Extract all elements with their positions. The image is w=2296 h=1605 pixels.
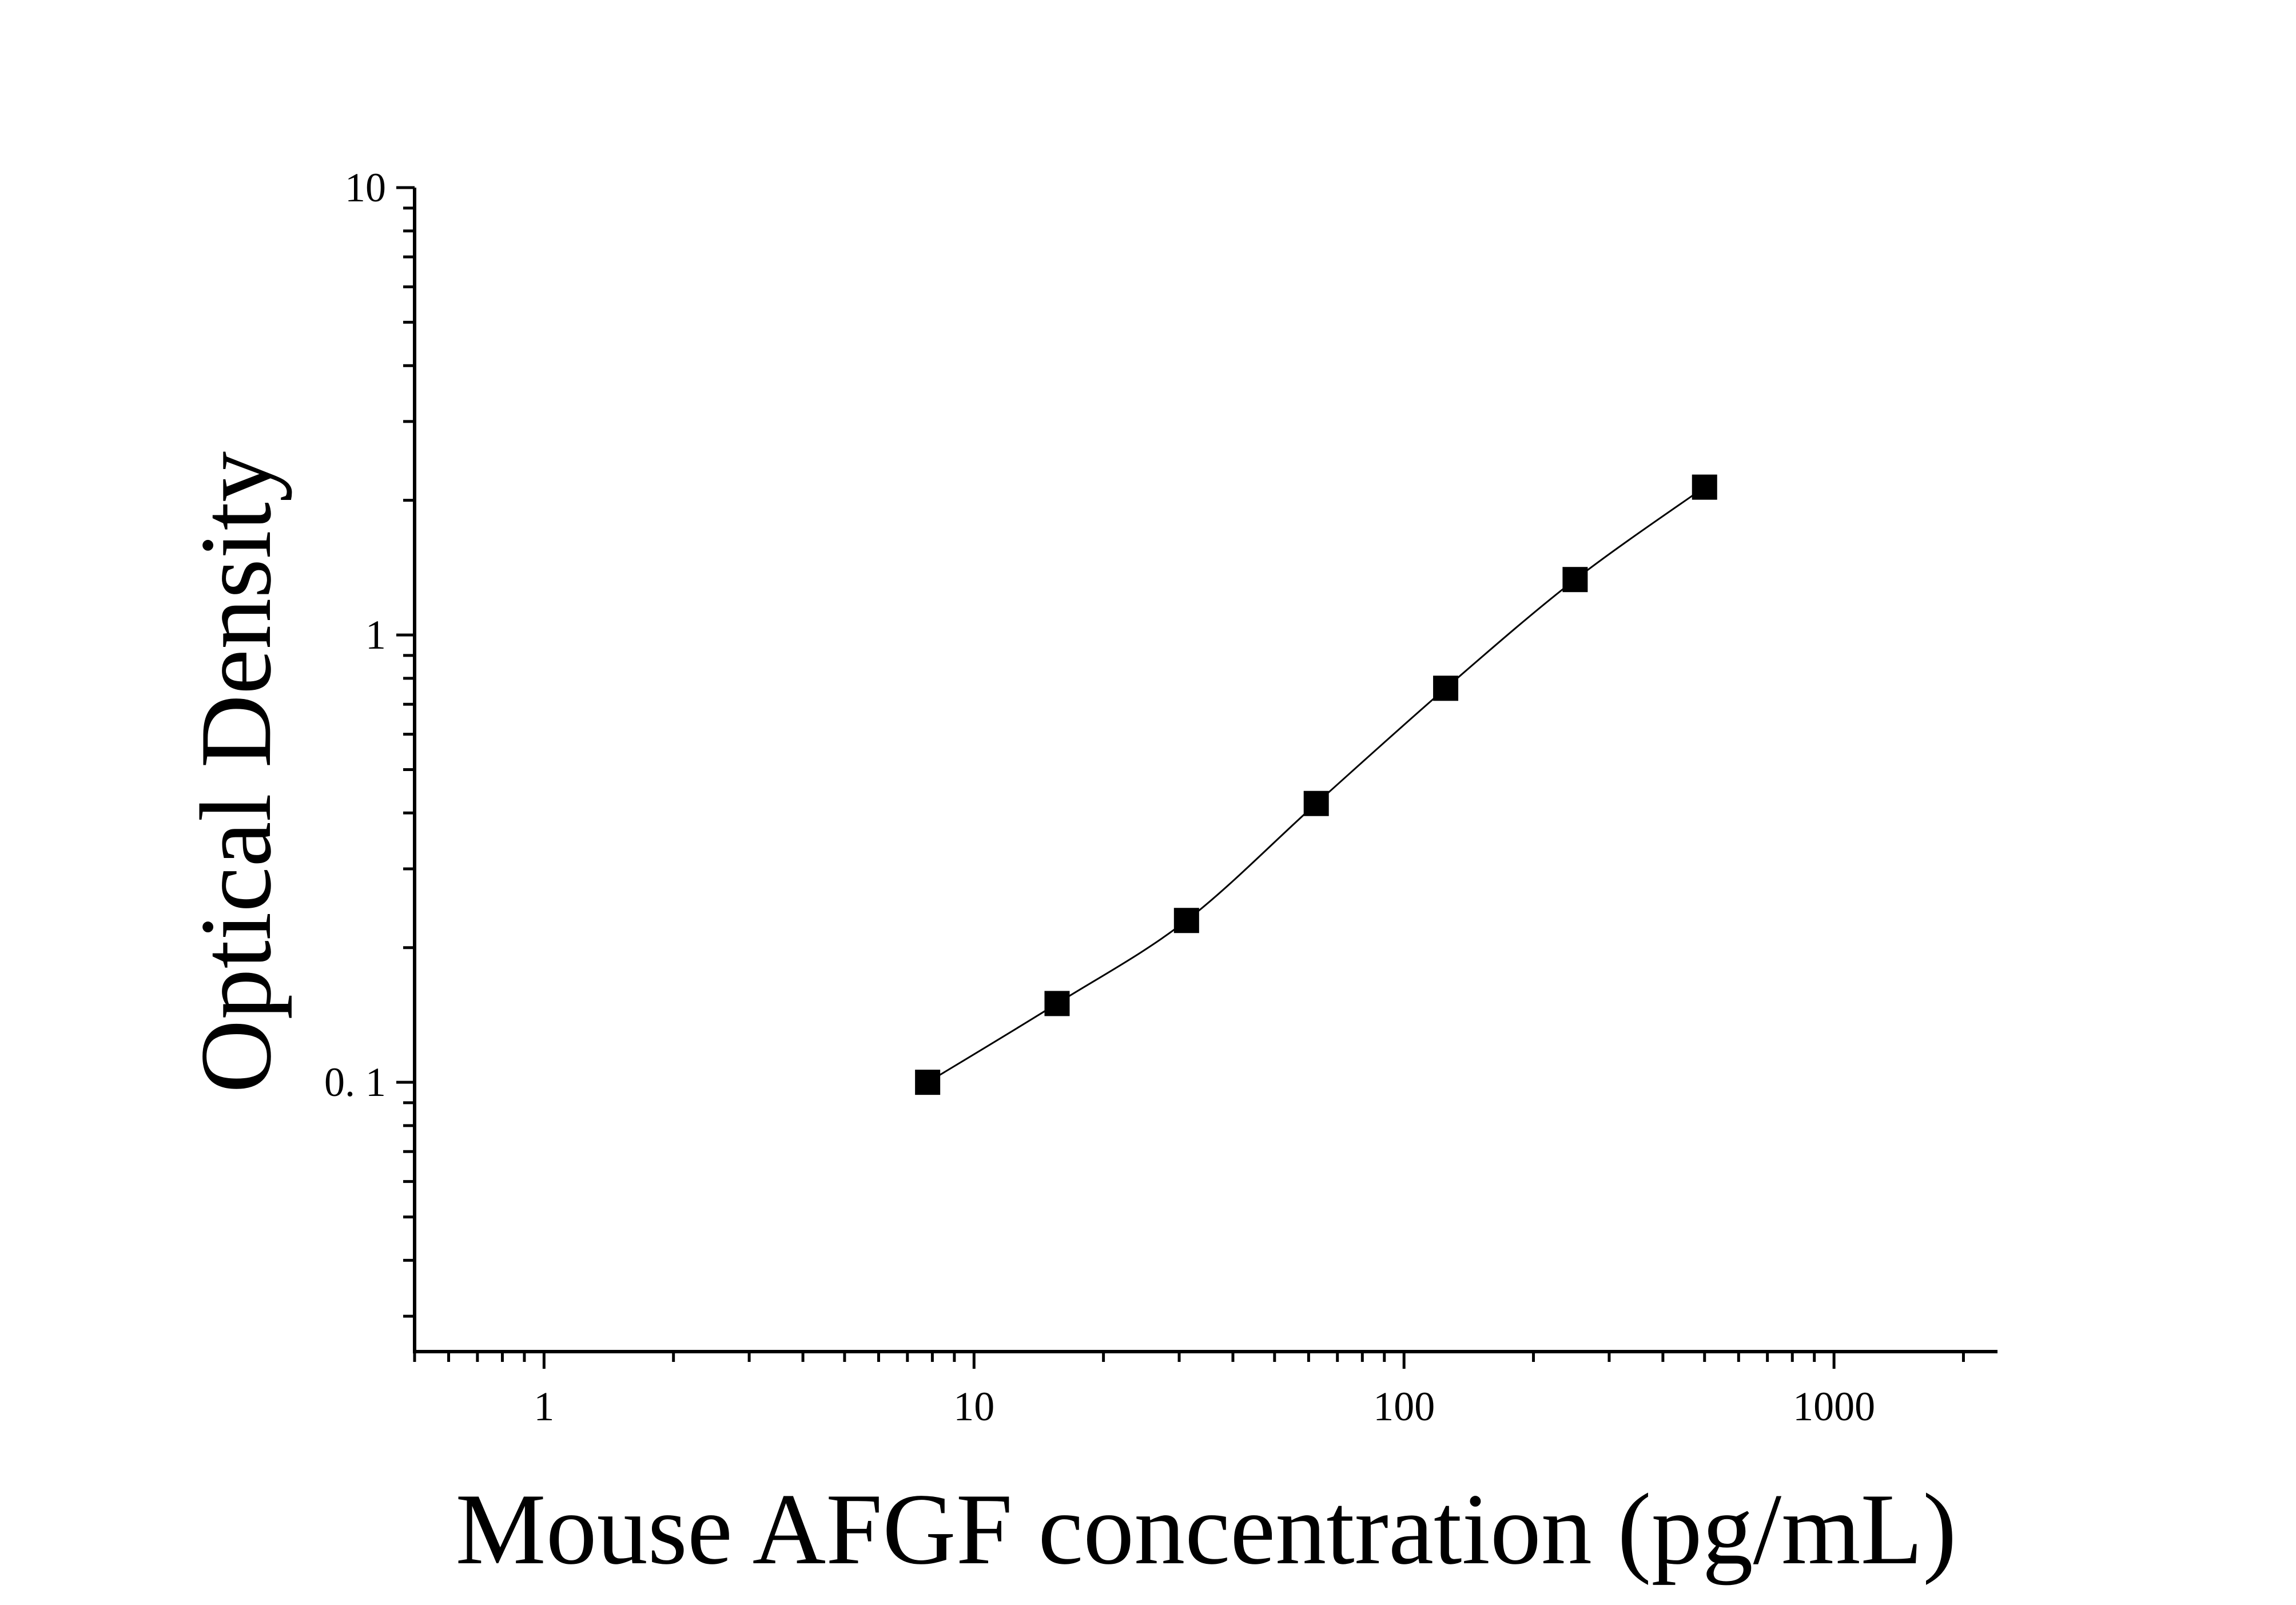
x-axis-ticks	[413, 1352, 1965, 1369]
data-point-marker	[1303, 790, 1329, 816]
data-markers	[915, 474, 1717, 1095]
fit-curve	[927, 486, 1705, 1083]
x-tick-labels: 1 10 100 1000	[534, 1384, 1875, 1429]
x-tick-label: 1000	[1793, 1384, 1875, 1429]
data-point-marker	[1562, 567, 1588, 593]
x-tick-label: 10	[953, 1384, 994, 1429]
data-point-marker	[1044, 991, 1070, 1016]
y-tick-label: 0. 1	[324, 1059, 386, 1105]
x-tick-label: 100	[1373, 1384, 1435, 1429]
y-tick-label: 10	[345, 165, 386, 210]
y-tick-label: 1	[365, 612, 386, 658]
y-axis-ticks	[396, 186, 415, 1318]
x-axis-title: Mouse AFGF concentration (pg/mL)	[455, 1472, 1956, 1586]
data-point-marker	[1173, 908, 1199, 933]
y-tick-labels: 0. 1 1 10	[324, 165, 386, 1105]
data-point-marker	[915, 1070, 941, 1095]
y-axis-title: Optical Density	[179, 451, 292, 1093]
data-point-marker	[1692, 474, 1717, 500]
data-point-marker	[1433, 676, 1459, 701]
x-tick-label: 1	[534, 1384, 554, 1429]
plot-area: 1 10 100 1000 0. 1 1 10	[324, 165, 1997, 1429]
